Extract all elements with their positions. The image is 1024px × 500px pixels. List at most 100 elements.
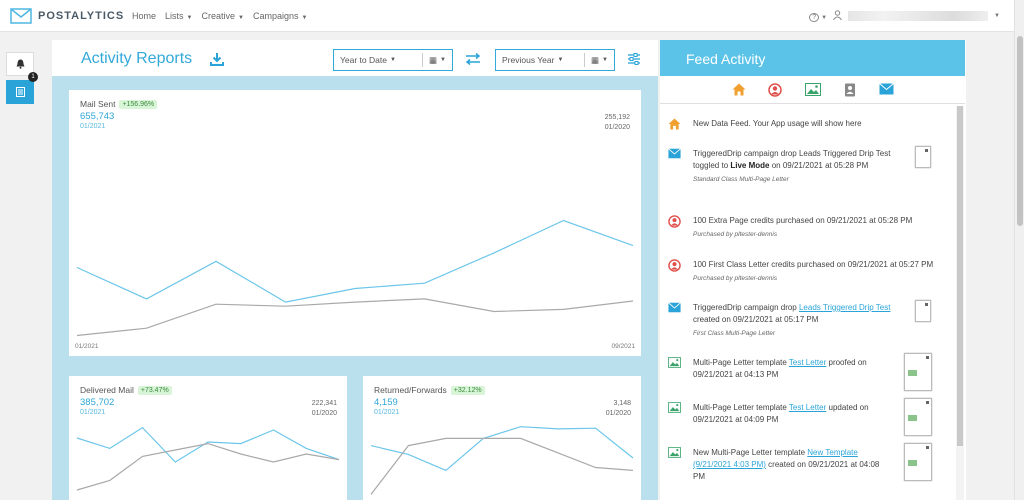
range-select-previous[interactable]: Previous Year ▼ bbox=[502, 55, 564, 65]
caret-down-icon: ▼ bbox=[994, 13, 1000, 19]
user-account-menu[interactable] bbox=[848, 11, 989, 21]
template-thumbnail[interactable] bbox=[904, 353, 932, 391]
activity-reports-button[interactable] bbox=[6, 80, 34, 104]
x-end-label: 09/2021 bbox=[611, 343, 636, 350]
previous-date: 01/2020 bbox=[605, 410, 631, 417]
feed-item-text: 100 Extra Page credits purchased on 09/2… bbox=[693, 215, 953, 241]
card-title: Delivered Mail bbox=[80, 385, 134, 395]
previous-value: 3,148 bbox=[613, 400, 631, 407]
envelope-logo-icon bbox=[10, 8, 32, 24]
image-icon[interactable] bbox=[805, 83, 821, 96]
image-icon bbox=[668, 402, 681, 413]
range-select-current[interactable]: Year to Date ▼ bbox=[340, 55, 396, 65]
letter-thumbnail[interactable] bbox=[915, 300, 931, 322]
swap-icon[interactable] bbox=[465, 53, 481, 65]
caret-down-icon: ▼ bbox=[602, 57, 608, 63]
delivered-mail-line-chart bbox=[76, 426, 340, 491]
caret-down-icon: ▼ bbox=[389, 57, 396, 63]
previous-value: 222,341 bbox=[311, 400, 337, 407]
returned-forwards-card: Returned/Forwards +32.12% 4,159 01/2021 3… bbox=[363, 376, 641, 500]
feed-item-text: TriggeredDrip campaign drop Leads Trigge… bbox=[693, 302, 908, 340]
feed-activity-panel: Feed Activity New Data Feed. Your App us… bbox=[660, 40, 966, 500]
envelope-icon bbox=[668, 148, 681, 159]
card-title: Returned/Forwards bbox=[374, 385, 447, 395]
caret-down-icon: ▼ bbox=[301, 15, 308, 21]
series-line-current bbox=[76, 219, 634, 303]
feed-item-text: New Multi-Page Letter template New Templ… bbox=[693, 448, 880, 481]
user-circle-icon bbox=[668, 215, 681, 228]
home-icon bbox=[668, 118, 681, 130]
delivered-mail-card: Delivered Mail +73.47% 385,702 01/2021 22… bbox=[69, 376, 347, 500]
current-date: 01/2021 bbox=[80, 409, 106, 416]
nav-home[interactable]: Home bbox=[132, 11, 157, 21]
template-thumbnail[interactable] bbox=[904, 398, 932, 436]
caret-down-icon: ▼ bbox=[821, 15, 828, 21]
current-value: 4,159 bbox=[374, 397, 398, 408]
card-title: Mail Sent bbox=[80, 99, 116, 109]
nav-campaigns[interactable]: Campaigns ▼ bbox=[252, 11, 308, 21]
page-scrollbar[interactable] bbox=[1014, 0, 1024, 500]
caret-down-icon: ▼ bbox=[186, 15, 193, 21]
returned-forwards-line-chart bbox=[370, 426, 634, 495]
logo[interactable]: POSTALYTICS bbox=[10, 8, 124, 24]
feed-item-subtext: Purchased by pltester-dennis bbox=[693, 275, 778, 282]
template-link[interactable]: New Template (9/21/2021 4:03 PM) bbox=[693, 448, 858, 469]
user-circle-icon bbox=[668, 259, 681, 272]
x-start-label: 01/2021 bbox=[75, 343, 99, 350]
template-thumbnail[interactable] bbox=[904, 443, 932, 481]
feed-item-text: 100 First Class Letter credits purchased… bbox=[693, 259, 953, 285]
feed-item-text: Multi-Page Letter template Test Letter p… bbox=[693, 358, 867, 379]
date-range-select[interactable]: Year to Date ▼ ▦ ▼ bbox=[333, 49, 453, 71]
left-rail: 1 bbox=[6, 52, 38, 104]
calendar-icon: ▦ bbox=[591, 54, 600, 65]
top-nav: POSTALYTICS Home Lists ▼ Creative ▼ Campai… bbox=[0, 0, 1014, 32]
current-date: 01/2021 bbox=[374, 409, 400, 416]
campaign-link[interactable]: Leads Triggered Drip Test bbox=[798, 303, 891, 312]
calendar-button[interactable]: ▦ ▼ bbox=[585, 50, 614, 70]
change-badge: +156.96% bbox=[119, 99, 158, 109]
previous-value: 255,192 bbox=[604, 114, 630, 121]
nav-lists[interactable]: Lists ▼ bbox=[165, 11, 193, 21]
image-icon bbox=[668, 357, 681, 368]
series-line-current bbox=[76, 426, 340, 463]
feed-item-subtext: First Class Multi-Page Letter bbox=[693, 330, 775, 337]
feed-title: Feed Activity bbox=[686, 51, 766, 67]
help-icon: ? bbox=[809, 13, 820, 22]
compare-range-select[interactable]: Previous Year ▼ ▦ ▼ bbox=[495, 49, 615, 71]
logo-text: POSTALYTICS bbox=[38, 10, 125, 22]
calendar-button[interactable]: ▦ ▼ bbox=[423, 50, 452, 70]
series-line-previous bbox=[76, 298, 634, 337]
feed-scrollbar[interactable] bbox=[956, 106, 964, 500]
feed-filter-tabs bbox=[660, 76, 965, 104]
contact-book-icon[interactable] bbox=[844, 83, 856, 97]
sliders-icon[interactable] bbox=[627, 52, 641, 66]
bell-icon bbox=[16, 59, 24, 69]
previous-date: 01/2020 bbox=[604, 124, 630, 131]
change-badge: +32.12% bbox=[450, 385, 485, 395]
feed-header: Feed Activity bbox=[660, 40, 965, 76]
user-circle-icon[interactable] bbox=[768, 83, 782, 97]
help-menu[interactable]: ? ▼ bbox=[809, 11, 828, 22]
envelope-icon[interactable] bbox=[879, 83, 894, 95]
feed-item-subtext: Standard Class Multi-Page Letter bbox=[693, 176, 789, 183]
series-line-previous bbox=[370, 437, 634, 495]
calendar-icon: ▦ bbox=[429, 54, 438, 65]
template-link[interactable]: Test Letter bbox=[788, 403, 827, 412]
nav-creative[interactable]: Creative ▼ bbox=[201, 11, 244, 21]
current-value: 385,702 bbox=[80, 397, 115, 408]
image-icon bbox=[668, 447, 681, 458]
letter-thumbnail[interactable] bbox=[915, 146, 931, 168]
feed-item-subtext: Purchased by pltester-dennis bbox=[693, 231, 778, 238]
download-icon[interactable] bbox=[210, 52, 224, 66]
feed-item-text: TriggeredDrip campaign drop Leads Trigge… bbox=[693, 148, 908, 186]
home-icon[interactable] bbox=[732, 83, 746, 96]
activity-header: Activity Reports Year to Date ▼ ▦ ▼ Previo… bbox=[52, 40, 658, 76]
mail-sent-line-chart bbox=[76, 219, 634, 337]
series-line-previous bbox=[76, 442, 340, 491]
template-link[interactable]: Test Letter bbox=[788, 358, 827, 367]
caret-down-icon: ▼ bbox=[440, 57, 446, 63]
caret-down-icon: ▼ bbox=[557, 57, 564, 63]
series-line-current bbox=[370, 426, 634, 472]
activity-reports-panel: Activity Reports Year to Date ▼ ▦ ▼ Previo… bbox=[52, 40, 658, 500]
envelope-icon bbox=[668, 302, 681, 313]
